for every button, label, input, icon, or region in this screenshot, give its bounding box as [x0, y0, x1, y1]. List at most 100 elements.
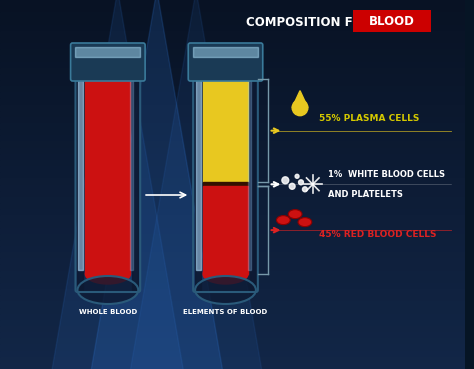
Polygon shape: [292, 91, 308, 108]
Bar: [0, 117, 465, 123]
Bar: [0, 326, 465, 332]
Bar: [0, 154, 465, 160]
Bar: [0, 43, 465, 49]
Bar: [0, 178, 465, 184]
Bar: [0, 74, 465, 80]
Bar: [0, 55, 465, 62]
Bar: [0, 320, 465, 326]
Bar: [0, 252, 465, 258]
FancyBboxPatch shape: [188, 43, 263, 81]
Ellipse shape: [298, 218, 312, 227]
Ellipse shape: [203, 264, 248, 284]
Bar: [0, 160, 465, 166]
Bar: [203, 79, 248, 182]
Bar: [85, 59, 130, 75]
Text: AND PLATELETS: AND PLATELETS: [328, 190, 403, 199]
Bar: [0, 104, 465, 111]
Text: 55% PLASMA CELLS: 55% PLASMA CELLS: [319, 114, 419, 123]
Bar: [0, 258, 465, 265]
Bar: [196, 80, 201, 270]
Ellipse shape: [276, 215, 290, 225]
Ellipse shape: [292, 100, 308, 115]
Ellipse shape: [302, 187, 307, 192]
Bar: [0, 246, 465, 252]
Bar: [0, 37, 465, 43]
Bar: [0, 351, 465, 357]
Text: COMPOSITION FO: COMPOSITION FO: [246, 15, 362, 28]
FancyBboxPatch shape: [71, 43, 145, 81]
Bar: [0, 338, 465, 344]
Text: 1%  WHITE BLOOD CELLS: 1% WHITE BLOOD CELLS: [328, 170, 446, 179]
Bar: [0, 6, 465, 12]
Wedge shape: [33, 0, 203, 369]
Ellipse shape: [289, 183, 295, 189]
Ellipse shape: [77, 276, 138, 304]
Bar: [0, 68, 465, 74]
Bar: [0, 234, 465, 240]
Bar: [0, 184, 465, 191]
Bar: [78, 80, 83, 270]
Bar: [0, 92, 465, 99]
Bar: [0, 283, 465, 289]
Bar: [0, 123, 465, 129]
Bar: [0, 221, 465, 228]
Bar: [195, 75, 201, 290]
Ellipse shape: [295, 174, 299, 178]
Bar: [0, 86, 465, 92]
Bar: [0, 215, 465, 221]
Bar: [0, 295, 465, 301]
Text: WHOLE BLOOD: WHOLE BLOOD: [79, 309, 137, 315]
Bar: [0, 314, 465, 320]
Bar: [203, 186, 248, 274]
Bar: [0, 62, 465, 68]
Bar: [0, 344, 465, 351]
FancyBboxPatch shape: [353, 10, 431, 32]
Ellipse shape: [85, 264, 130, 284]
Wedge shape: [111, 0, 281, 369]
Bar: [0, 12, 465, 18]
Bar: [0, 357, 465, 363]
Bar: [0, 363, 465, 369]
Ellipse shape: [195, 276, 256, 304]
Bar: [0, 277, 465, 283]
Bar: [132, 75, 138, 290]
Bar: [77, 75, 83, 290]
Bar: [203, 182, 248, 186]
Bar: [193, 47, 258, 57]
Bar: [203, 59, 248, 75]
Text: ELEMENTS OF BLOOD: ELEMENTS OF BLOOD: [183, 309, 268, 315]
Bar: [0, 31, 465, 37]
Wedge shape: [72, 0, 242, 369]
Text: 45% RED BLOOD CELLS: 45% RED BLOOD CELLS: [319, 230, 436, 239]
Bar: [0, 197, 465, 203]
Bar: [0, 99, 465, 104]
Bar: [0, 240, 465, 246]
Bar: [0, 135, 465, 141]
Bar: [0, 49, 465, 55]
Ellipse shape: [288, 210, 302, 218]
Bar: [0, 270, 465, 277]
Bar: [0, 148, 465, 154]
Bar: [0, 129, 465, 135]
Bar: [0, 332, 465, 338]
Bar: [248, 80, 251, 270]
Bar: [0, 0, 465, 6]
Ellipse shape: [299, 180, 303, 185]
Bar: [0, 141, 465, 148]
Bar: [0, 25, 465, 31]
Bar: [250, 75, 256, 290]
Bar: [0, 111, 465, 117]
Bar: [0, 203, 465, 209]
Bar: [0, 289, 465, 295]
Bar: [0, 18, 465, 25]
Bar: [0, 265, 465, 270]
Bar: [0, 80, 465, 86]
Bar: [0, 172, 465, 178]
Bar: [130, 80, 133, 270]
Bar: [0, 209, 465, 215]
Bar: [0, 301, 465, 307]
Bar: [0, 228, 465, 234]
Bar: [0, 191, 465, 197]
Ellipse shape: [282, 177, 289, 184]
Bar: [75, 47, 140, 57]
